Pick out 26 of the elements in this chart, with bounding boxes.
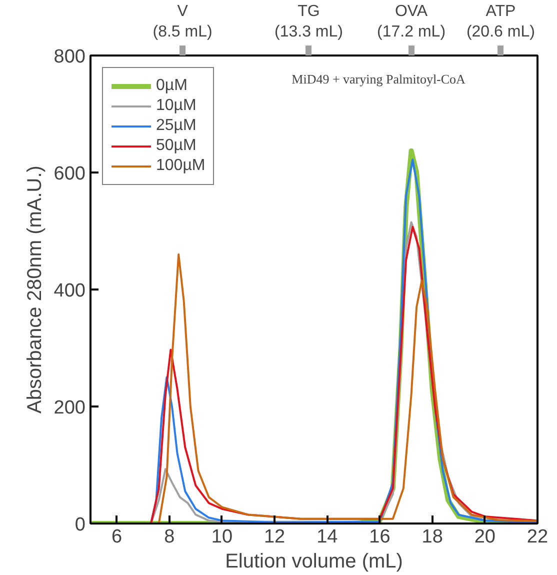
x2-tick-label: ATP (20.6 mL) (466, 3, 535, 40)
x-tick-label: 6 (112, 526, 122, 548)
legend-label: 100µM (156, 157, 206, 175)
y-axis-title: Absorbance 280nm (mA.U.) (24, 166, 46, 414)
annotation: MiD49 + varying Palmitoyl-CoA (292, 71, 466, 86)
y-tick-label: 400 (54, 280, 86, 302)
legend-label: 25µM (156, 117, 196, 135)
x2-tick-label: TG (13.3 mL) (274, 3, 343, 40)
x-tick-label: 14 (316, 526, 338, 548)
legend-label: 50µM (156, 137, 196, 155)
x-tick-label: 10 (211, 526, 233, 548)
x-tick-label: 22 (526, 526, 548, 548)
y-tick-label: 600 (54, 164, 86, 184)
legend-label: 0µM (156, 77, 188, 95)
x2-tick-label: OVA (17.2 mL) (377, 3, 446, 40)
x-tick-label: 20 (474, 526, 496, 548)
x-tick-label: 8 (164, 526, 175, 548)
y-tick-label: 200 (54, 398, 86, 418)
x-tick-label: 18 (422, 526, 443, 548)
legend-label: 10µM (156, 97, 196, 115)
x-axis-title: Elution volume (mL) (225, 550, 403, 572)
y-tick-label: 800 (54, 46, 86, 68)
x2-tick-label: V (8.5 mL) (152, 3, 212, 40)
x-tick-label: 12 (264, 526, 286, 548)
x-tick-label: 16 (369, 526, 390, 548)
y-tick-label: 0 (74, 514, 86, 536)
